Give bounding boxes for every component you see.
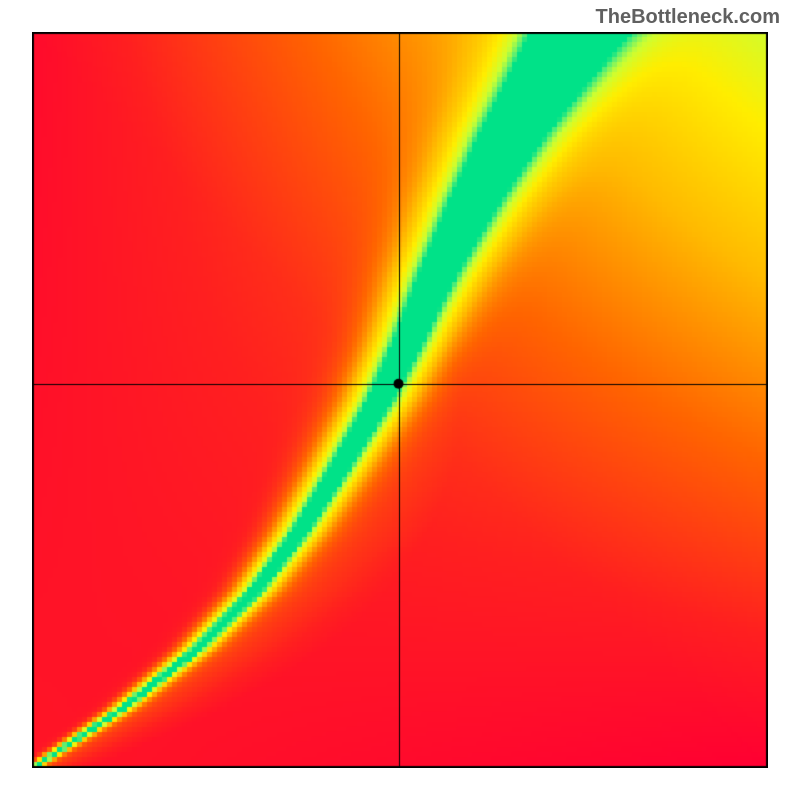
watermark-text: TheBottleneck.com [596,6,780,29]
chart-container: TheBottleneck.com [0,0,800,800]
bottleneck-heatmap [32,32,768,768]
